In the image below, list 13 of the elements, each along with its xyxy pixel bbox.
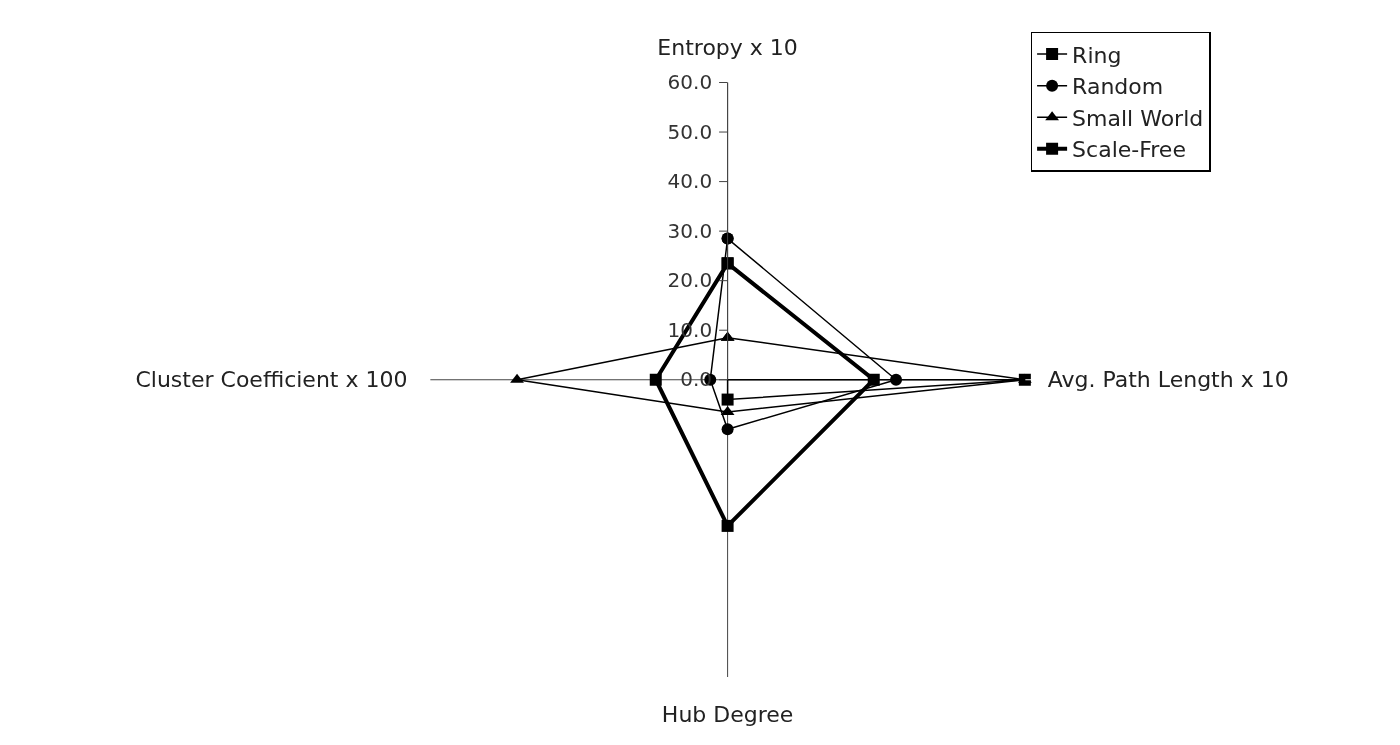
legend-label: Small World (1072, 105, 1204, 131)
spoke-label: Hub Degree (661, 701, 794, 727)
spoke-label: Entropy x 10 (657, 35, 798, 61)
y-tick-label: 30.0 (667, 218, 713, 243)
y-tick-label: 50.0 (667, 119, 713, 144)
spoke-label: Avg. Path Length x 10 (1047, 367, 1289, 393)
y-tick-label: 60.0 (667, 70, 713, 94)
legend-label: Random (1072, 74, 1164, 100)
legend-label: Scale-Free (1072, 137, 1186, 163)
spoke-label: Cluster Coefficient x 100 (135, 367, 408, 393)
y-tick-label: 20.0 (667, 268, 713, 293)
legend-label: Ring (1072, 42, 1122, 68)
y-tick-label: 40.0 (667, 169, 713, 194)
